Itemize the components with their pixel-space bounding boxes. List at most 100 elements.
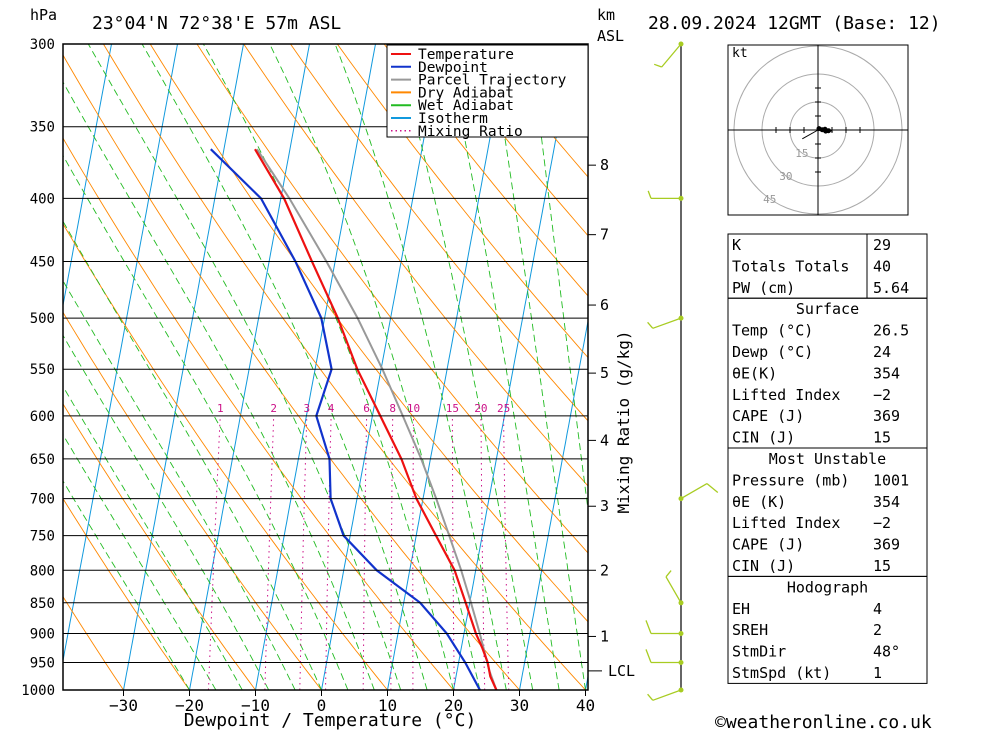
storm-motion-vector (802, 129, 819, 140)
hodograph-ring-label: 15 (795, 147, 808, 160)
indices-table: K 29 Totals Totals 40 PW (cm) 5.64 Surface Temp… (727, 233, 928, 684)
km-tick-label: 6 (600, 296, 609, 314)
x-tick-label: −10 (241, 696, 270, 715)
km-tick-label: 2 (600, 561, 609, 579)
wind-barb-shaft (661, 43, 682, 68)
table-row-value: 1001 (873, 471, 909, 489)
dry-adiabat-line (63, 497, 190, 690)
table-row-label: Lifted Index (732, 386, 840, 404)
wet-adiabat-line (63, 480, 190, 690)
mixing-ratio-label: 4 (328, 402, 335, 415)
wind-barb-flag (647, 190, 652, 199)
table-row-value: 369 (873, 536, 900, 554)
dry-adiabat-line (63, 223, 388, 690)
isotherm-line (63, 44, 178, 664)
table-row-value: 15 (873, 557, 891, 575)
table-row-label: Dewp (°C) (732, 343, 813, 361)
wind-barb-shaft (652, 317, 682, 329)
km-tick-label: 8 (600, 156, 609, 174)
km-axis: 1 2 3 4 5 6 7 8 LCL (588, 156, 635, 680)
wet-adiabat-line (63, 81, 375, 690)
mixing-ratio-label: 25 (497, 402, 510, 415)
table-section-title: Surface (796, 300, 859, 318)
isotherm-line (453, 44, 574, 690)
dry-adiabat-line (383, 44, 588, 297)
wet-adiabat-line (202, 44, 454, 690)
wind-barb-shaft (665, 576, 682, 604)
hodograph-point (822, 126, 828, 132)
table-row-label: Totals Totals (732, 257, 849, 275)
wet-adiabat-line (141, 44, 428, 690)
x-tick-label: 30 (510, 696, 529, 715)
km-tick-label: 3 (600, 497, 609, 515)
pressure-tick-label: 450 (30, 255, 55, 271)
table-row-label: StmSpd (kt) (732, 664, 831, 682)
pressure-tick-label: 350 (30, 120, 55, 136)
footer-site: weatheronline.co.uk (726, 712, 932, 733)
wet-adiabat-line (334, 44, 507, 690)
pressure-unit-label: hPa (30, 6, 57, 24)
legend-label: Mixing Ratio (418, 124, 523, 140)
lcl-label: LCL (608, 662, 635, 680)
table-row-label: Temp (°C) (732, 322, 813, 340)
dry-adiabat-line (290, 44, 588, 422)
pressure-tick-label: 600 (30, 409, 55, 425)
mixing-ratio-label: 15 (446, 402, 459, 415)
dry-adiabat-line (63, 137, 454, 690)
legend-label: Temperature (418, 47, 514, 63)
pressure-tick-label: 300 (30, 37, 55, 53)
dry-adiabat-line (63, 54, 520, 690)
wet-adiabat-line (63, 433, 217, 690)
table-row-value: 29 (873, 236, 891, 254)
mixing-ratio-line (264, 415, 275, 690)
pressure-tick-label: 850 (30, 596, 55, 612)
isotherm-line (123, 44, 244, 690)
x-tick-label: 0 (317, 696, 327, 715)
wind-barb-shaft (680, 483, 708, 500)
table-row-value: 40 (873, 257, 891, 275)
wet-adiabat-line (63, 334, 270, 690)
wind-barbs (645, 41, 719, 701)
table-row-label: θE(K) (732, 364, 777, 382)
table-row-label: θE (K) (732, 493, 786, 511)
parcel-trajectory-profile (256, 148, 498, 690)
skewt-plot: 3003504004505005506006507007508008509009… (21, 37, 595, 715)
table-row-label: EH (732, 600, 750, 618)
x-tick-label: 10 (378, 696, 397, 715)
x-tick-label: −30 (109, 696, 138, 715)
legend-label: Isotherm (418, 111, 488, 127)
x-tick-label: 40 (576, 696, 595, 715)
table-row-label: PW (cm) (732, 279, 795, 297)
asl-unit-label: ASL (597, 27, 624, 45)
wind-barb-flag (706, 483, 719, 494)
pressure-tick-label: 900 (30, 627, 55, 643)
x-tick-label: −20 (175, 696, 204, 715)
dry-adiabat-line (336, 44, 588, 359)
table-row-label: Pressure (mb) (732, 471, 849, 489)
km-tick-label: 1 (600, 627, 609, 645)
km-tick-label: 5 (600, 364, 609, 382)
table-row-value: 5.64 (873, 279, 909, 297)
legend-label: Dewpoint (418, 60, 488, 76)
pressure-tick-label: 950 (30, 656, 55, 672)
table-row-label: CIN (J) (732, 429, 795, 447)
wind-barb-flag (665, 570, 672, 578)
table-row-label: Lifted Index (732, 514, 840, 532)
pressure-tick-label: 750 (30, 529, 55, 545)
km-unit-label: km (597, 6, 615, 24)
dry-adiabat-line (430, 44, 588, 237)
mixing-ratio-label: 3 (303, 402, 310, 415)
wet-adiabat-line (393, 44, 534, 690)
table-row-value: −2 (873, 514, 891, 532)
datetime-title: 28.09.2024 12GMT (Base: 12) (648, 13, 941, 34)
table-row-value: 26.5 (873, 322, 909, 340)
dewpoint-profile (210, 148, 481, 690)
footer-credit: ©weatheronline.co.uk (715, 712, 932, 733)
wind-barb-shaft (652, 689, 682, 701)
table-row-value: 1 (873, 664, 882, 682)
mixing-ratio-label: 1 (217, 402, 224, 415)
legend-frame (386, 44, 589, 138)
table-block-hodograph (727, 575, 928, 684)
mixing-ratio-label: 20 (474, 402, 487, 415)
